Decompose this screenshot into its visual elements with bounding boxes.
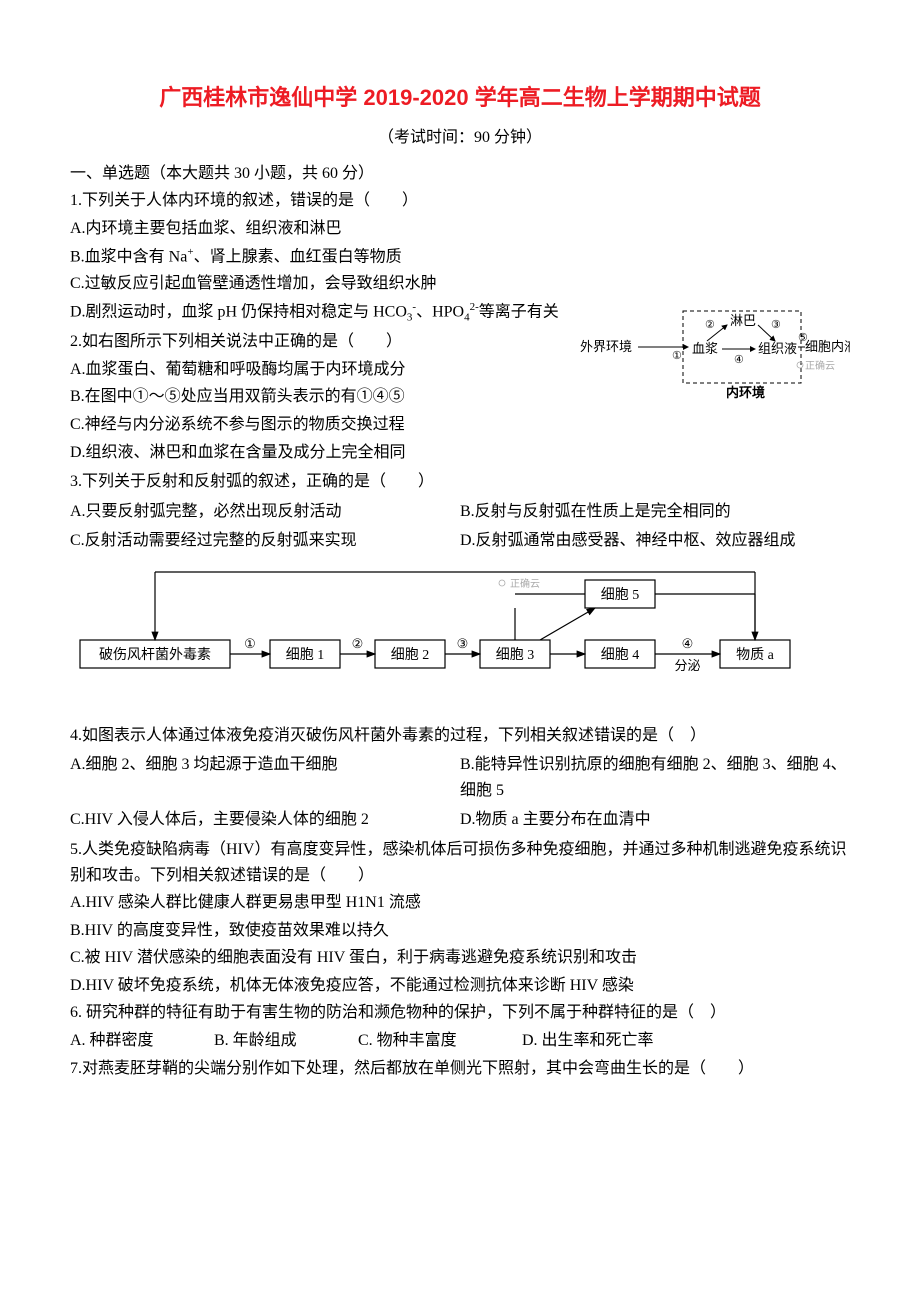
q6-stem: 6. 研究种群的特征有助于有害生物的防治和濒危物种的保护，下列不属于种群特征的是… <box>70 1000 850 1026</box>
q1-stem: 1.下列关于人体内环境的叙述，错误的是（ ） <box>70 188 850 214</box>
svg-text:②: ② <box>352 636 364 651</box>
lymph-label: 淋巴 <box>730 313 756 328</box>
q4-options-row2: C.HIV 入侵人体后，主要侵染人体的细胞 2 D.物质 a 主要分布在血清中 <box>70 805 850 835</box>
inner-env-label: 内环境 <box>726 385 765 400</box>
sub-4: 4 <box>464 312 470 324</box>
tissue-label: 组织液 <box>758 341 797 356</box>
svg-text:分泌: 分泌 <box>674 658 700 673</box>
watermark-text: 正确云 <box>805 359 835 372</box>
svg-text:破伤风杆菌外毒素: 破伤风杆菌外毒素 <box>99 647 211 663</box>
circ-5: ⑤ <box>798 332 808 344</box>
svg-text:④: ④ <box>682 636 694 651</box>
q1-option-c: C.过敏反应引起血管壁通透性增加，会导致组织水肿 <box>70 271 850 297</box>
q3-option-d: D.反射弧通常由感受器、神经中枢、效应器组成 <box>460 528 850 554</box>
q6-option-b: B. 年龄组成 <box>214 1028 354 1054</box>
sub-3: 3 <box>407 312 413 324</box>
q5-option-d: D.HIV 破坏免疫系统，机体无体液免疫应答，不能通过检测抗体来诊断 HIV 感… <box>70 973 850 999</box>
q1-option-a: A.内环境主要包括血浆、组织液和淋巴 <box>70 216 850 242</box>
svg-text:细胞 2: 细胞 2 <box>391 647 430 663</box>
env-diagram-svg: 外界环境 淋巴 血浆 组织液 细胞内液 内环境 ① ② ③ ④ <box>580 303 850 413</box>
q1-d-post: 等离子有关 <box>479 303 559 320</box>
q3-options-row1: A.只要反射弧完整，必然出现反射活动 B.反射与反射弧在性质上是完全相同的 <box>70 497 850 527</box>
svg-text:细胞 1: 细胞 1 <box>286 647 325 663</box>
circ-4: ④ <box>734 354 744 366</box>
q6-option-d: D. 出生率和死亡率 <box>522 1028 654 1054</box>
circ-3: ③ <box>771 319 781 331</box>
q4-options-row1: A.细胞 2、细胞 3 均起源于造血干细胞 B.能特异性识别抗原的细胞有细胞 2… <box>70 750 850 805</box>
immune-flow-diagram: 破伤风杆菌外毒素 细胞 1 细胞 2 细胞 3 细胞 4 细胞 5 物质 a ① ② ③ ④ 分泌 正确… <box>70 570 850 709</box>
q2-option-d: D.组织液、淋巴和血浆在含量及成分上完全相同 <box>70 440 850 466</box>
q4-option-c: C.HIV 入侵人体后，主要侵染人体的细胞 2 <box>70 807 460 833</box>
svg-text:细胞 4: 细胞 4 <box>601 647 640 663</box>
q1-b-post: 、肾上腺素、血红蛋白等物质 <box>194 248 402 265</box>
section-1-header: 一、单选题（本大题共 30 小题，共 60 分） <box>70 161 850 187</box>
svg-text:正确云: 正确云 <box>510 577 540 590</box>
svg-text:细胞 5: 细胞 5 <box>601 587 640 603</box>
q6-option-a: A. 种群密度 <box>70 1028 210 1054</box>
exam-time: （考试时间：90 分钟） <box>70 125 850 151</box>
outer-env-label: 外界环境 <box>580 339 632 354</box>
q3-option-c: C.反射活动需要经过完整的反射弧来实现 <box>70 528 460 554</box>
q1-b-pre: B.血浆中含有 Na <box>70 248 187 265</box>
q6-option-c: C. 物种丰富度 <box>358 1028 518 1054</box>
q4-option-d: D.物质 a 主要分布在血清中 <box>460 807 850 833</box>
q7-stem: 7.对燕麦胚芽鞘的尖端分别作如下处理，然后都放在单侧光下照射，其中会弯曲生长的是… <box>70 1056 850 1082</box>
q1-d-pre: D.剧烈运动时，血浆 pH 仍保持相对稳定与 HCO <box>70 303 407 320</box>
svg-text:细胞 3: 细胞 3 <box>496 647 535 663</box>
q3-option-b: B.反射与反射弧在性质上是完全相同的 <box>460 499 850 525</box>
exam-page: 广西桂林市逸仙中学 2019-2020 学年高二生物上学期期中试题 （考试时间：… <box>0 0 920 1123</box>
q3-stem: 3.下列关于反射和反射弧的叙述，正确的是（ ） <box>70 469 850 495</box>
q5-option-c: C.被 HIV 潜伏感染的细胞表面没有 HIV 蛋白，利于病毒逃避免疫系统识别和… <box>70 945 850 971</box>
watermark-icon <box>797 362 803 368</box>
exam-title: 广西桂林市逸仙中学 2019-2020 学年高二生物上学期期中试题 <box>70 80 850 115</box>
q4-option-a: A.细胞 2、细胞 3 均起源于造血干细胞 <box>70 752 460 803</box>
q4-option-b: B.能特异性识别抗原的细胞有细胞 2、细胞 3、细胞 4、细胞 5 <box>460 752 850 803</box>
internal-environment-diagram: 外界环境 淋巴 血浆 组织液 细胞内液 内环境 ① ② ③ ④ <box>580 303 850 422</box>
svg-text:①: ① <box>244 636 256 651</box>
q3-options-row2: C.反射活动需要经过完整的反射弧来实现 D.反射弧通常由感受器、神经中枢、效应器… <box>70 526 850 556</box>
sup-2minus: 2- <box>470 301 479 313</box>
q5-option-b: B.HIV 的高度变异性，致使疫苗效果难以持久 <box>70 918 850 944</box>
q5-stem: 5.人类免疫缺陷病毒（HIV）有高度变异性，感染机体后可损伤多种免疫细胞，并通过… <box>70 837 850 888</box>
circ-1: ① <box>672 350 682 362</box>
plasma-label: 血浆 <box>692 341 718 356</box>
q1-d-mid: 、HPO <box>416 303 464 320</box>
svg-text:③: ③ <box>457 636 469 651</box>
q5-option-a: A.HIV 感染人群比健康人群更易患甲型 H1N1 流感 <box>70 890 850 916</box>
q1-option-b: B.血浆中含有 Na+、肾上腺素、血红蛋白等物质 <box>70 244 850 270</box>
q3-option-a: A.只要反射弧完整，必然出现反射活动 <box>70 499 460 525</box>
q4-stem: 4.如图表示人体通过体液免疫消灭破伤风杆菌外毒素的过程，下列相关叙述错误的是（ … <box>70 723 850 749</box>
svg-text:物质 a: 物质 a <box>736 647 774 663</box>
flow-svg: 破伤风杆菌外毒素 细胞 1 细胞 2 细胞 3 细胞 4 细胞 5 物质 a ① ② ③ ④ 分泌 正确… <box>70 570 810 700</box>
q6-options: A. 种群密度 B. 年龄组成 C. 物种丰富度 D. 出生率和死亡率 <box>70 1028 850 1054</box>
cell-fluid-label: 细胞内液 <box>805 339 850 354</box>
circ-2: ② <box>705 319 715 331</box>
